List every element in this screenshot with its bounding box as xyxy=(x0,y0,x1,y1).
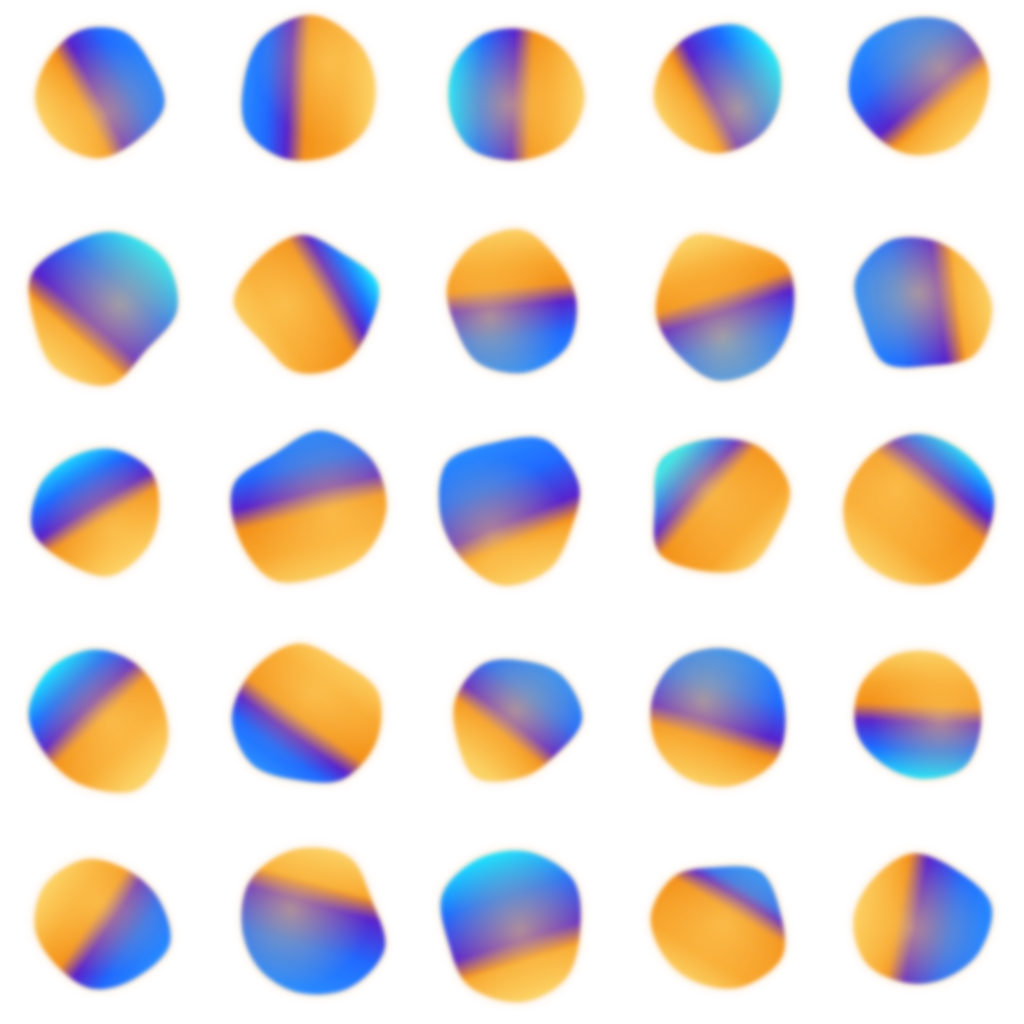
blob-highlight xyxy=(439,436,580,585)
blob xyxy=(28,232,178,386)
blob xyxy=(31,448,159,576)
blob-highlight xyxy=(241,848,386,995)
blob xyxy=(232,644,382,783)
blob xyxy=(439,436,580,585)
blob-highlight xyxy=(232,644,382,783)
blob-highlight xyxy=(448,28,585,161)
blob xyxy=(241,848,386,995)
blob xyxy=(853,853,993,984)
blob xyxy=(650,648,786,787)
blob xyxy=(447,229,577,374)
blob-highlight xyxy=(28,232,178,386)
blob-highlight xyxy=(230,430,387,583)
blob-highlight xyxy=(31,448,159,576)
blob-highlight xyxy=(453,659,583,782)
blob-highlight xyxy=(440,850,581,1002)
blob-highlight xyxy=(34,859,171,990)
blob-highlight xyxy=(854,651,981,779)
blob xyxy=(653,438,790,573)
blob-highlight xyxy=(447,229,577,374)
blob xyxy=(241,15,375,161)
blob xyxy=(230,430,387,583)
blob xyxy=(656,234,795,381)
blob-highlight xyxy=(848,17,989,155)
blob xyxy=(234,235,380,374)
blob xyxy=(28,649,168,793)
blob-highlight xyxy=(28,649,168,793)
blob xyxy=(34,859,171,990)
blob-highlight xyxy=(241,15,375,161)
blob-highlight xyxy=(656,234,795,381)
blob-highlight xyxy=(234,235,380,374)
blob xyxy=(854,237,992,368)
blob-highlight xyxy=(854,237,992,368)
blob-highlight xyxy=(653,438,790,573)
blob-highlight xyxy=(650,866,785,989)
blob xyxy=(650,866,785,989)
blob xyxy=(854,651,981,779)
blob-highlight xyxy=(843,434,995,585)
blob xyxy=(843,434,995,585)
blob-highlight xyxy=(654,24,781,153)
blob xyxy=(448,28,585,161)
blob xyxy=(654,24,781,153)
blob xyxy=(848,17,989,155)
blob-highlight xyxy=(650,648,786,787)
blob-highlight xyxy=(853,853,993,984)
blob xyxy=(440,850,581,1002)
blob xyxy=(35,27,165,158)
blob xyxy=(453,659,583,782)
blob-highlight xyxy=(35,27,165,158)
